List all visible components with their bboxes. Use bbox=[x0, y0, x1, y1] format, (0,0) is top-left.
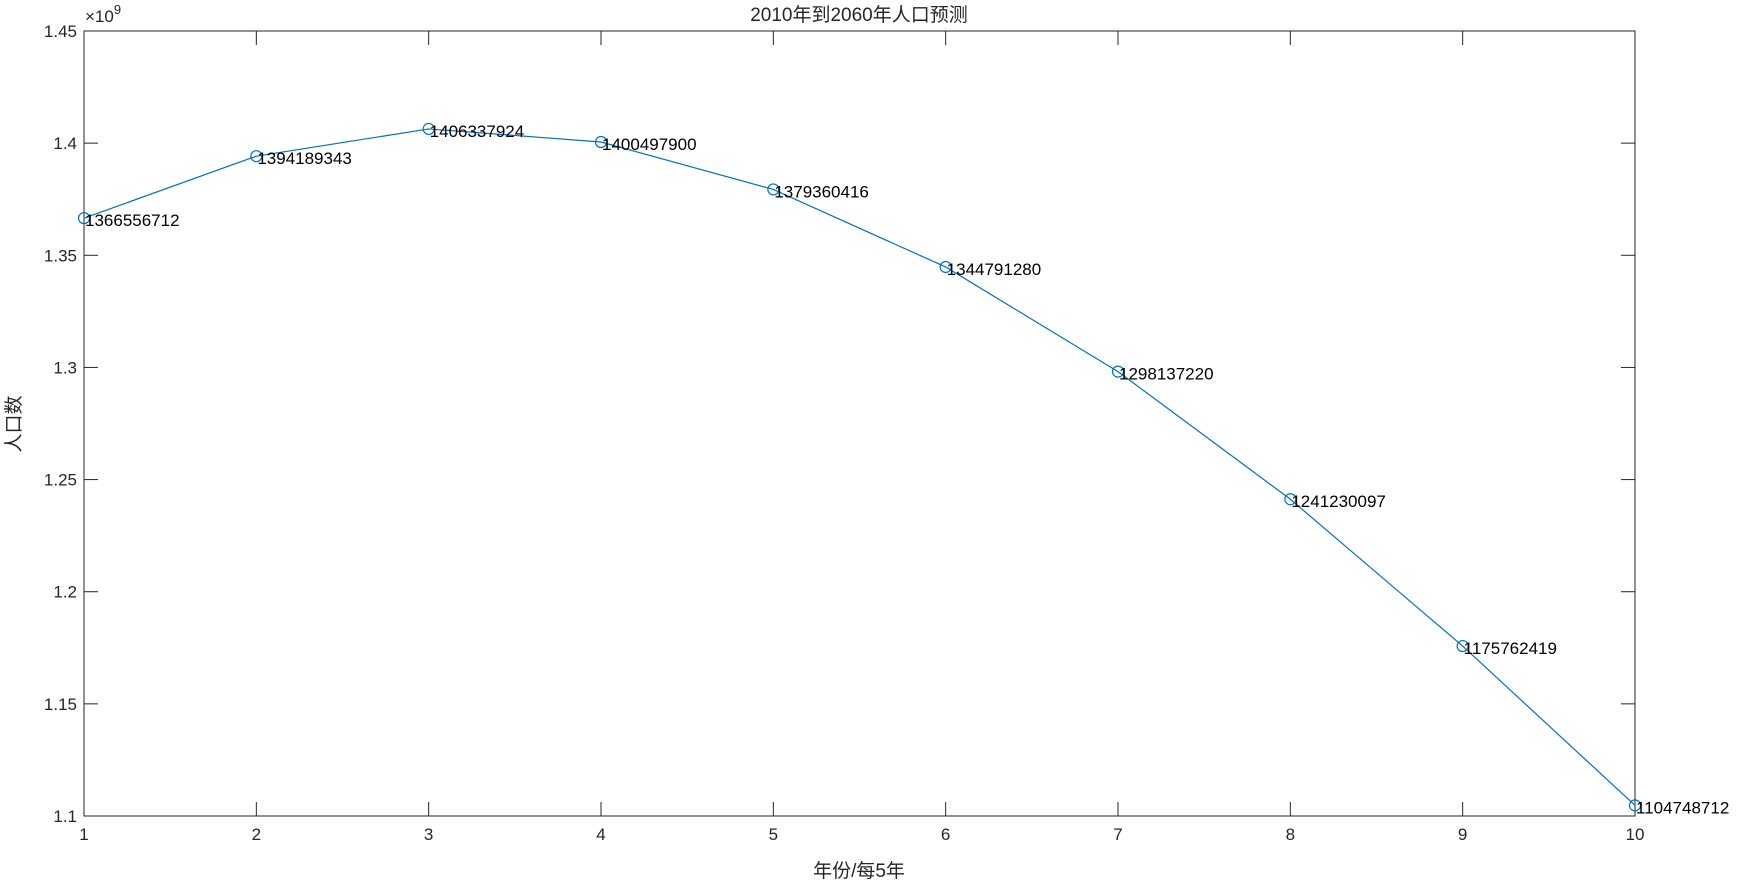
x-axis-label: 年份/每5年 bbox=[813, 860, 905, 882]
data-point-marker bbox=[1628, 799, 1642, 812]
x-tick-label: 1 bbox=[79, 825, 88, 844]
x-tick-label: 2 bbox=[252, 825, 261, 844]
y-axis: 1.1 1.15 1.2 1.25 1.3 1.35 1.4 1.45 bbox=[44, 22, 1635, 826]
y-tick-label: 1.35 bbox=[44, 246, 77, 265]
data-point-label: 1104748712 bbox=[1636, 798, 1729, 817]
x-tick-label: 4 bbox=[596, 825, 605, 844]
x-tick-label: 10 bbox=[1626, 825, 1645, 844]
data-point-label: 1241230097 bbox=[1291, 492, 1386, 511]
data-point-marker bbox=[250, 150, 263, 163]
data-point-label: 1175762419 bbox=[1464, 639, 1557, 658]
data-point-marker bbox=[594, 135, 608, 149]
y-tick-label: 1.1 bbox=[53, 807, 77, 826]
x-tick-label: 8 bbox=[1286, 825, 1295, 844]
data-point-marker bbox=[1456, 639, 1469, 653]
y-tick-label: 1.3 bbox=[53, 358, 77, 377]
data-point-marker bbox=[1284, 493, 1297, 506]
data-point-label: 1400497900 bbox=[602, 135, 697, 154]
data-point-marker bbox=[939, 260, 952, 274]
plot-area bbox=[83, 30, 1636, 817]
series-line bbox=[83, 128, 1636, 806]
data-point-label: 1379360416 bbox=[774, 182, 869, 201]
y-axis-label: 人口数 bbox=[3, 395, 25, 452]
x-tick-label: 6 bbox=[941, 825, 950, 844]
data-point-marker bbox=[77, 212, 91, 225]
y-exponent-label: ×109 bbox=[85, 2, 121, 26]
data-point-marker bbox=[1111, 365, 1125, 378]
data-point-marker bbox=[767, 183, 780, 196]
x-tick-label: 3 bbox=[424, 825, 433, 844]
y-tick-label: 1.15 bbox=[44, 695, 77, 714]
y-tick-label: 1.25 bbox=[44, 471, 77, 490]
y-tick-label: 1.4 bbox=[53, 134, 77, 153]
data-point-label: 1366556712 bbox=[85, 211, 180, 230]
series-group: 1366556712 1394189343 1406337924 1400497900… bbox=[77, 122, 1729, 817]
data-point-label: 1298137220 bbox=[1119, 365, 1214, 384]
data-point-label: 1344791280 bbox=[947, 260, 1042, 279]
data-point-label: 1394189343 bbox=[257, 149, 352, 168]
x-tick-label: 7 bbox=[1113, 825, 1122, 844]
data-point-marker bbox=[422, 122, 435, 136]
y-exponent-base: ×10 bbox=[85, 7, 114, 26]
x-tick-label: 5 bbox=[769, 825, 778, 844]
y-tick-label: 1.45 bbox=[44, 22, 77, 41]
y-exponent-power: 9 bbox=[114, 2, 121, 17]
x-axis: 1 2 3 4 5 6 7 8 9 10 bbox=[79, 31, 1644, 844]
chart-title: 2010年到2060年人口预测 bbox=[750, 4, 968, 26]
data-point-label: 1406337924 bbox=[430, 122, 525, 141]
y-tick-label: 1.2 bbox=[53, 583, 77, 602]
x-tick-label: 9 bbox=[1458, 825, 1467, 844]
